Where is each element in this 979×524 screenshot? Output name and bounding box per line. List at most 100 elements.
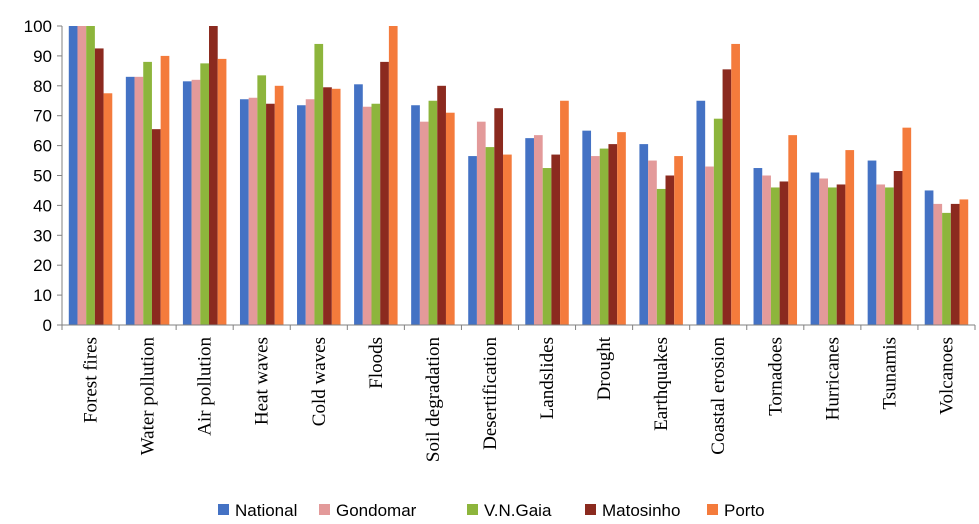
bar-national-air-pollution: [182, 81, 192, 325]
bar-gondomar-soil-degradation: [419, 121, 429, 326]
legend-swatch-national: [218, 504, 229, 515]
bar-v-n-gaia-soil-degradation: [428, 100, 438, 325]
bar-v-n-gaia-coastal-erosion: [713, 118, 723, 325]
legend-label-national: National: [235, 501, 297, 520]
bar-gondomar-hurricanes: [819, 178, 828, 325]
bar-national-tornadoes: [753, 168, 763, 325]
bar-porto-cold-waves: [331, 88, 341, 325]
bar-v-n-gaia-desertification: [485, 147, 495, 325]
bar-v-n-gaia-cold-waves: [314, 43, 324, 325]
bar-porto-water-pollution: [160, 55, 170, 326]
x-tick-label: Hurricanes: [822, 337, 843, 420]
y-tick-label: 80: [33, 77, 52, 96]
bar-national-forest-fires: [68, 26, 78, 325]
bar-v-n-gaia-forest-fires: [86, 26, 95, 325]
x-tick-label: Volcanoes: [937, 337, 958, 415]
bar-v-n-gaia-heat-waves: [257, 75, 267, 325]
bar-matosinho-tsunamis: [893, 171, 903, 325]
bar-porto-hurricanes: [845, 150, 855, 325]
bar-porto-floods: [388, 26, 398, 325]
bar-matosinho-hurricanes: [836, 184, 846, 325]
bar-national-earthquakes: [639, 144, 649, 325]
y-axis: 0 10 20 30 40 50 60 70 80 90 100: [24, 17, 63, 335]
bar-porto-desertification: [503, 154, 512, 325]
bar-matosinho-volcanoes: [950, 203, 960, 325]
x-tick-label: Soil degradation: [423, 337, 444, 463]
bar-national-floods: [354, 84, 363, 325]
bar-national-heat-waves: [239, 99, 249, 325]
bar-gondomar-floods: [362, 106, 372, 325]
bar-matosinho-drought: [608, 144, 618, 325]
legend-label-porto: Porto: [724, 501, 765, 520]
bar-matosinho-earthquakes: [665, 175, 675, 325]
bar-national-coastal-erosion: [696, 100, 706, 325]
bar-gondomar-volcanoes: [933, 203, 943, 325]
legend-label-matosinho: Matosinho: [602, 501, 680, 520]
x-tick-label: Coastal erosion: [708, 337, 729, 455]
bar-v-n-gaia-hurricanes: [827, 187, 837, 325]
bar-national-tsunamis: [867, 160, 877, 325]
bar-national-desertification: [468, 156, 477, 325]
y-tick-label: 40: [33, 196, 52, 215]
legend-label-gondomar: Gondomar: [336, 501, 417, 520]
bar-national-volcanoes: [924, 190, 934, 325]
bar-v-n-gaia-tornadoes: [770, 187, 780, 325]
bar-matosinho-tornadoes: [779, 181, 789, 325]
bar-porto-drought: [617, 132, 626, 325]
bar-gondomar-water-pollution: [134, 76, 144, 325]
y-tick-label: 70: [33, 107, 52, 126]
legend-swatch-gondomar: [319, 504, 330, 515]
x-tick-label: Drought: [594, 336, 615, 400]
x-tick-label: Desertification: [480, 337, 501, 450]
y-tick-label: 0: [43, 316, 52, 335]
bar-v-n-gaia-air-pollution: [200, 63, 210, 326]
bar-matosinho-floods: [380, 61, 389, 325]
x-tick-label: Heat waves: [252, 337, 273, 425]
bar-v-n-gaia-volcanoes: [942, 212, 951, 326]
x-tick-label: Air pollution: [195, 337, 216, 436]
x-tick-label: Forest fires: [81, 337, 102, 423]
x-tick-label: Tsunamis: [879, 337, 900, 410]
bar-matosinho-cold-waves: [323, 87, 332, 325]
legend: National Gondomar V.N.Gaia Matosinho Porto: [218, 501, 765, 520]
x-tick-label: Earthquakes: [651, 337, 672, 431]
bar-gondomar-air-pollution: [191, 79, 201, 325]
x-tick-label: Landslides: [537, 337, 558, 419]
bar-national-landslides: [525, 138, 534, 326]
bar-gondomar-tsunamis: [876, 184, 886, 325]
bar-porto-tsunamis: [902, 127, 912, 325]
bar-matosinho-forest-fires: [94, 48, 104, 326]
bar-v-n-gaia-tsunamis: [885, 187, 894, 325]
bar-gondomar-coastal-erosion: [705, 166, 714, 325]
bar-national-drought: [582, 130, 592, 325]
bar-matosinho-water-pollution: [151, 129, 161, 325]
bar-national-cold-waves: [297, 105, 306, 326]
x-tick-label: Cold waves: [309, 337, 330, 426]
bar-matosinho-landslides: [551, 154, 561, 325]
x-tick-label: Water pollution: [138, 337, 159, 456]
bar-porto-heat-waves: [274, 85, 284, 325]
legend-swatch-matosinho: [585, 504, 596, 515]
bar-gondomar-forest-fires: [77, 26, 87, 325]
legend-swatch-porto: [707, 504, 718, 515]
legend-swatch-v-n-gaia: [467, 504, 478, 515]
bar-national-water-pollution: [125, 76, 135, 325]
bar-gondomar-drought: [591, 156, 600, 325]
bar-matosinho-soil-degradation: [437, 85, 446, 325]
bar-matosinho-desertification: [494, 108, 504, 325]
bar-porto-volcanoes: [959, 199, 969, 325]
y-tick-label: 50: [33, 167, 52, 186]
bar-porto-landslides: [560, 100, 569, 325]
bar-gondomar-desertification: [476, 121, 486, 326]
bar-v-n-gaia-water-pollution: [143, 61, 152, 325]
bars: [68, 26, 969, 326]
bar-porto-earthquakes: [674, 156, 683, 325]
bar-porto-air-pollution: [217, 58, 227, 325]
y-tick-label: 100: [24, 17, 52, 36]
bar-porto-tornadoes: [788, 135, 798, 325]
x-axis: Forest fires Water pollution Air pollution…: [61, 324, 976, 463]
bar-porto-soil-degradation: [445, 112, 455, 326]
y-tick-label: 60: [33, 137, 52, 156]
bar-matosinho-coastal-erosion: [722, 69, 732, 325]
